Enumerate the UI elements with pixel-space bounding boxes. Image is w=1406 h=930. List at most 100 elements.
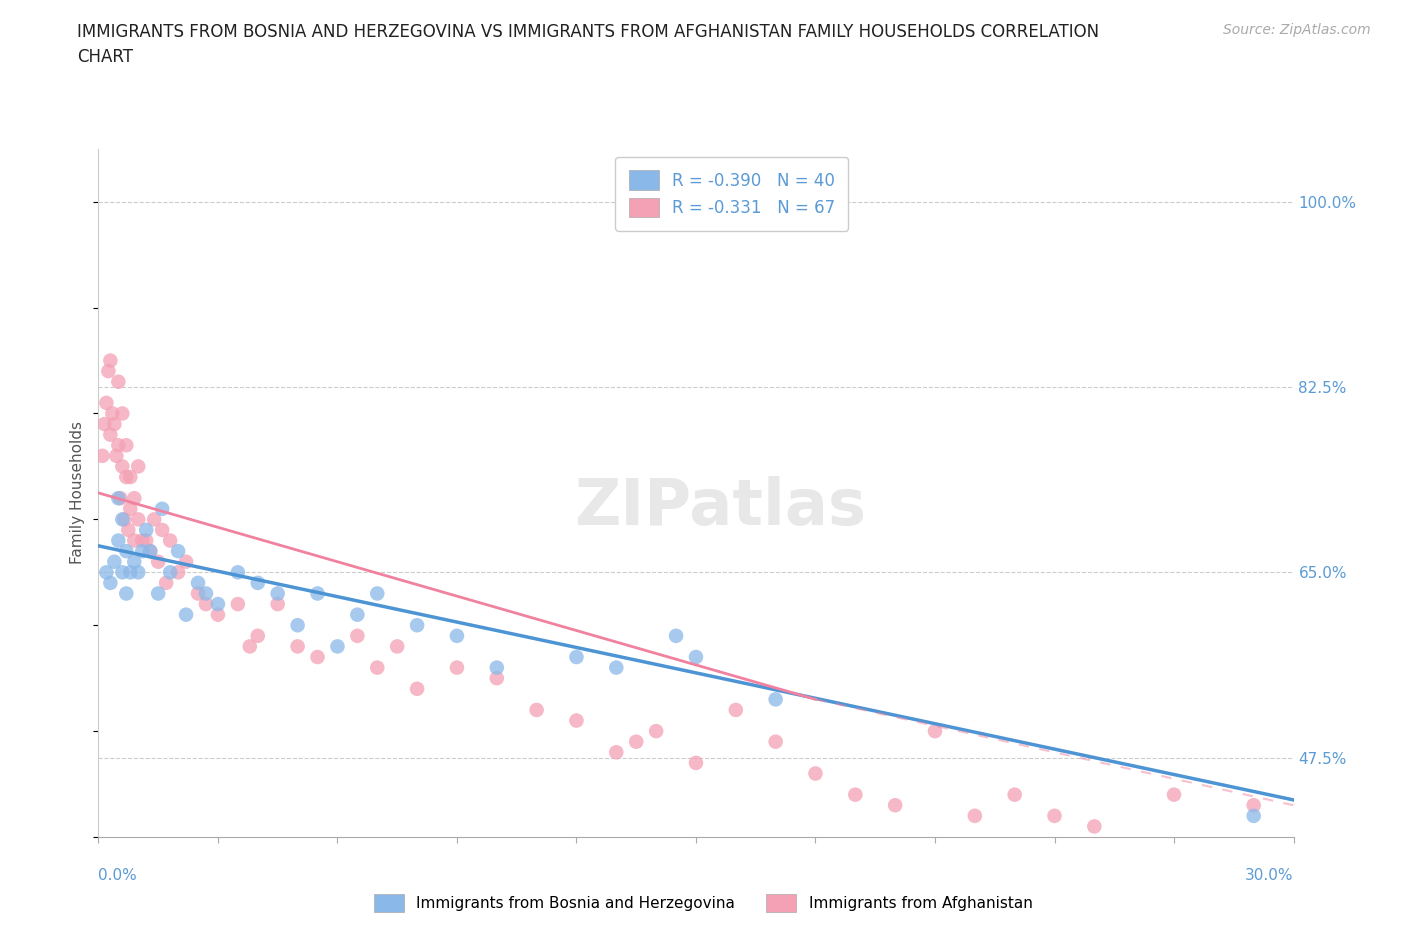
Point (665, 629, 688, 644)
Point (765, 692, 787, 707)
Point (111, 406, 134, 421)
Point (385, 639, 409, 654)
Point (406, 618, 429, 632)
Point (605, 745, 627, 760)
Point (844, 787, 866, 802)
Legend: R = -0.390   N = 40, R = -0.331   N = 67: R = -0.390 N = 40, R = -0.331 N = 67 (616, 157, 848, 231)
Point (96, 565, 118, 579)
Point (107, 374, 129, 389)
Point (103, 554, 125, 569)
Point (107, 533, 129, 548)
Point (127, 512, 149, 526)
Point (924, 724, 946, 738)
Point (207, 607, 229, 622)
Point (239, 639, 262, 654)
Point (120, 470, 142, 485)
Point (366, 660, 388, 675)
Text: 0.0%: 0.0% (98, 868, 138, 883)
Point (406, 682, 429, 697)
Point (565, 649, 588, 664)
Point (110, 491, 132, 506)
Point (91, 448, 114, 463)
Point (1243, 808, 1265, 823)
Point (112, 512, 135, 526)
Point (93, 417, 115, 432)
Point (107, 491, 129, 506)
Point (485, 660, 508, 675)
Point (174, 554, 197, 569)
Point (174, 607, 197, 622)
Point (131, 533, 153, 548)
Point (307, 586, 329, 601)
Point (187, 576, 209, 591)
Point (103, 417, 125, 432)
Point (155, 576, 177, 591)
Point (98, 353, 122, 368)
Point (963, 808, 986, 823)
Point (724, 702, 747, 717)
Point (111, 459, 134, 474)
Point (267, 597, 290, 612)
Point (148, 554, 170, 569)
Text: 30.0%: 30.0% (1246, 868, 1294, 883)
Point (326, 639, 349, 654)
Point (226, 597, 249, 612)
Legend: Immigrants from Bosnia and Herzegovina, Immigrants from Afghanistan: Immigrants from Bosnia and Herzegovina, … (367, 888, 1039, 918)
Point (111, 565, 134, 579)
Point (143, 512, 166, 526)
Point (111, 512, 134, 526)
Point (645, 724, 668, 738)
Point (124, 554, 146, 569)
Point (96, 395, 118, 410)
Point (1163, 787, 1185, 802)
Point (150, 523, 173, 538)
Point (307, 649, 329, 664)
Point (131, 544, 153, 559)
Point (107, 438, 129, 453)
Text: IMMIGRANTS FROM BOSNIA AND HERZEGOVINA VS IMMIGRANTS FROM AFGHANISTAN FAMILY HOU: IMMIGRANTS FROM BOSNIA AND HERZEGOVINA V… (77, 23, 1099, 66)
Point (127, 459, 149, 474)
Point (187, 586, 209, 601)
Point (159, 565, 181, 579)
Text: Source: ZipAtlas.com: Source: ZipAtlas.com (1223, 23, 1371, 37)
Point (105, 448, 128, 463)
Point (685, 649, 707, 664)
Point (226, 565, 249, 579)
Y-axis label: Family Households: Family Households (70, 421, 86, 565)
Point (98, 427, 122, 442)
Point (120, 501, 142, 516)
Point (287, 639, 309, 654)
Text: ZIPatlas: ZIPatlas (574, 475, 866, 538)
Point (526, 702, 548, 717)
Point (1243, 798, 1265, 813)
Point (150, 501, 173, 516)
Point (446, 660, 468, 675)
Point (139, 544, 162, 559)
Point (1043, 808, 1066, 823)
Point (1004, 787, 1026, 802)
Point (246, 629, 269, 644)
Point (246, 576, 269, 591)
Point (565, 713, 588, 728)
Point (195, 586, 218, 601)
Point (1083, 819, 1105, 834)
Point (101, 406, 124, 421)
Point (366, 586, 388, 601)
Point (267, 586, 290, 601)
Point (207, 597, 229, 612)
Point (346, 607, 368, 622)
Point (167, 565, 190, 579)
Point (804, 766, 827, 781)
Point (446, 629, 468, 644)
Point (97, 364, 120, 379)
Point (135, 533, 157, 548)
Point (287, 618, 309, 632)
Point (98, 576, 122, 591)
Point (626, 735, 648, 750)
Point (120, 565, 142, 579)
Point (124, 491, 146, 506)
Point (139, 544, 162, 559)
Point (127, 565, 149, 579)
Point (195, 597, 218, 612)
Point (117, 523, 139, 538)
